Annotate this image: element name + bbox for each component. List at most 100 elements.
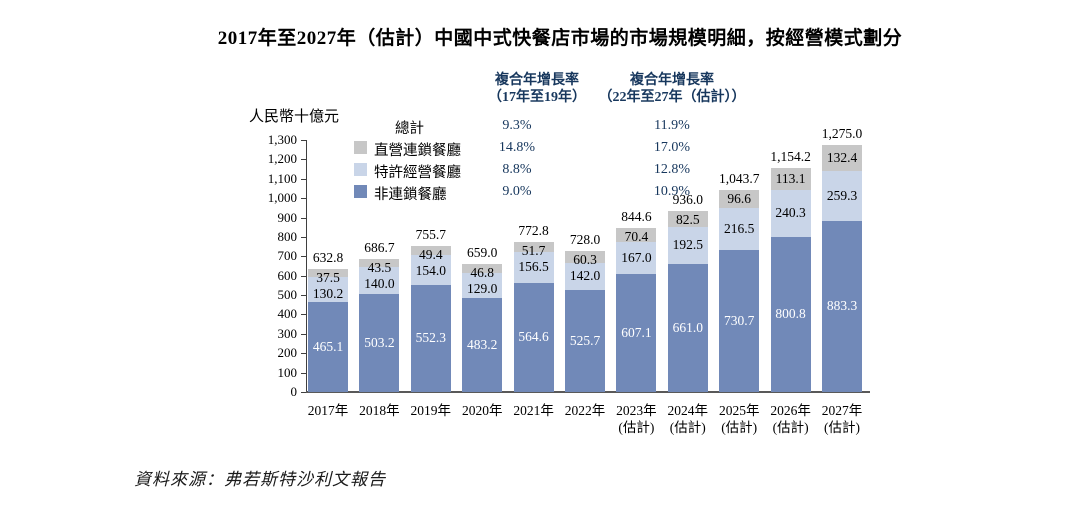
cagr-header-22-27: 複合年增長率 （22年至27年（估計）） [577,72,767,106]
bar-segment-non-chain [308,301,348,392]
bar-total-label: 632.8 [312,250,344,266]
x-axis-category-year: 2025年 [718,403,760,418]
bar-segment-franchised [822,170,862,221]
bar-segment-label-directly-operated: 96.6 [727,191,751,207]
bar-total-label: 1,275.0 [821,125,863,141]
bar-segment-non-chain [719,250,760,392]
bar-segment-label-franchised: 129.0 [467,281,498,297]
bar-segment-franchised [410,255,451,285]
bar-segment-label-franchised: 140.0 [364,275,395,291]
bar-segment-directly-operated [667,210,708,227]
y-axis-tick [301,217,306,219]
x-axis-category-label: 2018年 [344,402,414,419]
x-axis-line [306,391,870,393]
x-axis-category-year: 2026年 [770,403,811,418]
x-axis-category-estimate: (估計) [772,420,809,435]
x-axis-category-label: 2021年 [499,402,569,419]
bar-segment-non-chain [822,220,862,392]
y-axis-tick-label: 600 [277,267,298,283]
x-axis-category-year: 2017年 [307,403,349,418]
bar-segment-directly-operated [462,264,503,274]
cagr-17-19-value-0: 9.3% [502,118,532,133]
bar-segment-non-chain [359,294,400,392]
y-axis-tick-label: 1,300 [267,132,297,147]
bar-segment-non-chain [513,282,554,392]
bar-segment-label-directly-operated: 132.4 [826,149,858,165]
y-axis-unit-label: 人民幣十億元 [249,109,340,125]
bar-segment-franchised [513,252,554,283]
cagr-22-27-value-0: 11.9% [654,118,690,133]
legend-swatch-3 [354,185,367,198]
bar-segment-directly-operated [308,269,348,277]
y-axis-tick-label: 1,200 [267,151,297,167]
y-axis-tick [301,314,306,316]
x-axis-category-label: 2022年 [550,402,620,419]
y-axis-tick [301,392,306,393]
x-axis-category-year: 2020年 [461,403,503,418]
y-axis-tick-label: 400 [277,306,298,322]
x-axis-category-year: 2021年 [513,403,554,418]
x-axis-category-label: 2019年 [396,402,466,419]
bar-segment-label-franchised: 156.5 [518,259,549,275]
bar-segment-label-franchised: 154.0 [415,262,446,278]
legend-label-3: 非連鎖餐廳 [374,187,447,203]
y-axis-tick-label: 800 [277,228,298,244]
cagr-17-19-value-1: 14.8% [498,140,536,155]
y-axis-tick-label: 700 [277,248,298,264]
y-axis-tick-label: 0 [290,384,298,399]
x-axis-category-estimate: (估計) [618,420,655,435]
bar-segment-label-franchised: 130.2 [312,286,344,302]
bar-segment-label-non-chain: 800.8 [775,306,806,322]
bar-segment-label-non-chain: 465.1 [312,338,344,354]
cagr-header-17-19-line2: （17年至19年） [488,90,586,105]
cagr-header-22-27-line1: 複合年增長率 [630,73,714,88]
x-axis-category-label: 2026年 (估計) [756,402,826,436]
y-axis-line [306,140,307,392]
cagr-17-19-value-3: 9.0% [502,184,532,199]
bar-segment-directly-operated [616,228,657,242]
cagr-header-17-19: 複合年增長率 （17年至19年） [442,72,632,106]
y-axis-tick-label: 500 [277,287,298,303]
bar-segment-non-chain [462,298,503,392]
bar-segment-directly-operated [770,168,811,191]
legend-swatch-2 [354,163,367,176]
bar-segment-directly-operated [513,242,554,253]
y-axis-tick-label: 300 [277,325,298,341]
x-axis-category-year: 2027年 [821,403,863,418]
bar-segment-label-non-chain: 564.6 [518,329,549,345]
bar-segment-franchised [308,276,348,302]
x-axis-category-estimate: (估計) [669,420,706,435]
bar-segment-label-directly-operated: 37.5 [316,270,340,286]
chart-title: 2017年至2027年（估計）中國中式快餐店市場的市場規模明細，按經營模式劃分 [217,28,903,49]
bar-total-label: 1,154.2 [770,149,811,165]
bar-segment-franchised [667,226,708,264]
y-axis-tick-label: 1,000 [267,190,297,206]
legend-label-1: 直營連鎖餐廳 [374,143,461,159]
y-axis-tick [301,140,306,141]
bar-segment-non-chain [770,236,811,392]
bar-segment-label-non-chain: 661.0 [672,319,703,335]
x-axis-category-estimate: (估計) [721,420,758,435]
y-axis-tick-label: 900 [277,209,298,225]
x-axis-category-year: 2019年 [410,403,452,418]
cagr-17-19-value-2: 8.8% [502,162,532,177]
bar-segment-directly-operated [719,189,760,209]
y-axis-tick [301,236,306,238]
bar-segment-label-non-chain: 730.7 [724,313,755,329]
bar-total-label: 728.0 [569,231,601,247]
x-axis-category-label: 2024年 (估計) [653,402,723,436]
y-axis-tick-label: 100 [277,364,298,380]
bar-segment-franchised [462,273,503,299]
bar-segment-label-non-chain: 483.2 [467,337,498,353]
bar-segment-directly-operated [565,250,605,263]
bar-total-label: 936.0 [672,191,703,207]
bar-segment-label-non-chain: 607.1 [621,325,652,341]
bar-segment-label-directly-operated: 113.1 [775,171,806,187]
bar-segment-franchised [359,267,400,295]
cagr-22-27-value-3: 10.9% [653,184,691,199]
bar-segment-label-non-chain: 883.3 [826,298,858,314]
bar-segment-label-directly-operated: 51.7 [521,243,546,259]
x-axis-category-label: 2023年 (估計) [601,402,671,436]
y-axis-tick [301,372,306,374]
bar-segment-non-chain [616,274,657,392]
